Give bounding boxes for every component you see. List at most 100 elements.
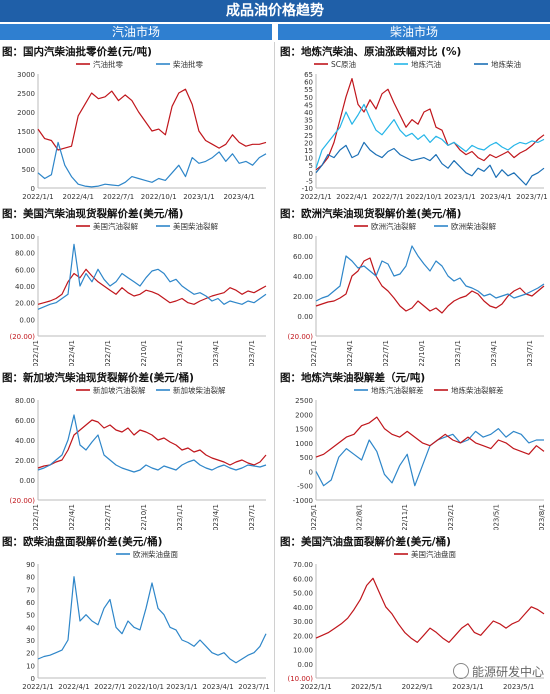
- chart-panel-2: 图：地炼汽柴油、原油涨跌幅对比 (%) -10 -5 0 5 10 15 20 25 30 35 4…: [278, 44, 550, 204]
- y-tick-label: 50: [26, 612, 35, 620]
- y-tick-label: -10: [302, 185, 313, 193]
- series-line: [37, 243, 267, 310]
- chart-title: 图：新加坡汽柴油现货裂解价差(美元/桶): [2, 372, 194, 384]
- y-tick-label: 40: [26, 624, 35, 632]
- y-tick-label: 1000: [17, 147, 35, 155]
- chart-europe-spot-crack: (20.00) 0.00 20.00 40.00 60.00 80.00 2022/1/1 2…: [287, 221, 545, 366]
- y-tick-label: 5: [309, 162, 313, 170]
- x-tick-label: 2023/7/1: [526, 340, 534, 366]
- chart-panel-3: 图：美国汽柴油现货裂解价差(美元/桶) (20.00) 0.00 20.00 40.0…: [0, 206, 272, 366]
- chart-singapore-spot-crack: (20.00) 0.00 20.00 40.00 60.00 80.00 2022/1/1 2…: [9, 385, 267, 530]
- y-tick-label: 1500: [17, 128, 35, 136]
- x-tick-label: 2022/5/1: [310, 504, 318, 530]
- y-tick-label: 2500: [17, 90, 35, 98]
- legend-label: 美国汽油裂解: [93, 221, 138, 231]
- chart-title: 图：美国汽油盘面裂解价差(美元/桶): [280, 536, 451, 548]
- x-tick-label: 2022/10/1: [141, 193, 177, 201]
- x-tick-label: 2023/8/1: [538, 504, 546, 530]
- y-tick-label: 30: [26, 637, 35, 645]
- legend-label: SC原油: [331, 59, 356, 69]
- chart-local-refinery-crack: -1000 -500 0 500 1000 1500 2000 2500 2022/5/1 202…: [293, 385, 546, 530]
- x-tick-label: 2022/7/1: [382, 340, 390, 366]
- x-tick-label: 2023/1/1: [183, 193, 214, 201]
- x-tick-label: 2022/9/1: [402, 683, 433, 691]
- y-tick-label: 80.00: [15, 250, 35, 258]
- x-tick-label: 2022/4/1: [346, 340, 354, 366]
- x-tick-label: 2023/1/1: [166, 683, 197, 691]
- y-tick-label: 2500: [295, 397, 313, 405]
- y-tick-label: 0: [31, 675, 35, 683]
- y-tick-label: 60.00: [293, 575, 313, 583]
- chart-title: 图：欧洲汽柴油现货裂解价差(美元/桶): [280, 208, 462, 220]
- x-tick-label: 2023/1/1: [444, 193, 475, 201]
- y-tick-label: 20.00: [293, 293, 313, 301]
- x-tick-label: 2023/7/1: [248, 504, 256, 530]
- y-tick-label: 0: [31, 185, 35, 193]
- y-tick-label: 25: [304, 132, 313, 140]
- x-tick-label: 2023/4/1: [223, 193, 254, 201]
- series-line: [315, 245, 545, 302]
- x-tick-label: 2023/4/1: [480, 193, 511, 201]
- y-tick-label: (20.00): [287, 333, 313, 341]
- series-line: [315, 78, 545, 171]
- series-line: [37, 141, 267, 188]
- y-tick-label: 40: [304, 109, 313, 117]
- chart-retail-wholesale-spread: 0 500 1000 1500 2000 2500 3000 2022/1/1 2022/4/1…: [17, 59, 267, 201]
- y-tick-label: 2000: [17, 109, 35, 117]
- y-tick-label: 10: [26, 662, 35, 670]
- legend-label: 柴油批零: [173, 59, 203, 69]
- y-tick-label: -5: [306, 177, 313, 185]
- x-tick-label: 2022/4/1: [68, 340, 76, 366]
- x-tick-label: 2023/7/1: [238, 683, 269, 691]
- x-tick-label: 2022/7/1: [103, 193, 134, 201]
- y-tick-label: 500: [22, 166, 35, 174]
- y-tick-label: (20.00): [9, 333, 35, 341]
- x-tick-label: 2023/5/1: [492, 504, 500, 530]
- chart-title: 图：地炼汽柴油裂解差（元/吨): [280, 372, 426, 384]
- series-line: [315, 141, 545, 186]
- x-tick-label: 2022/10/1: [418, 340, 426, 366]
- legend-label: 欧洲柴油裂解: [451, 221, 496, 231]
- y-tick-label: 0: [309, 468, 313, 476]
- y-tick-label: 0: [309, 170, 313, 178]
- y-tick-label: 50.00: [293, 590, 313, 598]
- legend-label: 地炼柴油: [491, 59, 521, 69]
- series-line: [315, 416, 545, 458]
- x-tick-label: 2022/1/1: [300, 683, 331, 691]
- y-tick-label: 20.00: [293, 632, 313, 640]
- x-tick-label: 2023/1/1: [176, 504, 184, 530]
- chart-panel-1: 图：国内汽柴油批零价差(元/吨) 0 500 1000 1500 2000 2500 300…: [0, 44, 272, 204]
- x-tick-label: 2023/1/1: [176, 340, 184, 366]
- y-tick-label: 10.00: [293, 647, 313, 655]
- y-tick-label: (10.00): [287, 675, 313, 683]
- legend-label: 新加坡汽油裂解: [93, 385, 146, 395]
- y-tick-label: 0.00: [19, 477, 35, 485]
- x-tick-label: 2022/1/1: [32, 504, 40, 530]
- x-tick-label: 2022/7/1: [94, 683, 125, 691]
- y-tick-label: 40.00: [293, 604, 313, 612]
- y-tick-label: 80.00: [15, 397, 35, 405]
- y-tick-label: 80: [26, 574, 35, 582]
- series-line: [315, 257, 545, 314]
- legend-label: 地炼汽油裂解差: [371, 385, 424, 395]
- y-tick-label: 15: [304, 147, 313, 155]
- wechat-icon: [452, 663, 469, 679]
- x-tick-label: 2022/1/1: [300, 193, 331, 201]
- y-tick-label: 60.00: [293, 253, 313, 261]
- x-tick-label: 2023/7/1: [248, 340, 256, 366]
- x-tick-label: 2022/1/1: [32, 340, 40, 366]
- x-tick-label: 2022/5/1: [351, 683, 382, 691]
- y-tick-label: 90: [26, 561, 35, 569]
- y-tick-label: 60: [304, 79, 313, 87]
- y-tick-label: 0.00: [297, 313, 313, 321]
- y-tick-label: 20.00: [15, 457, 35, 465]
- y-tick-label: (20.00): [9, 497, 35, 505]
- y-tick-label: 55: [304, 86, 313, 94]
- section-gasoline-market: 汽油市场: [0, 24, 272, 40]
- chart-panel-6: 图：地炼汽柴油裂解差（元/吨) -1000 -500 0 500 1000 1500 200…: [278, 370, 550, 530]
- x-tick-label: 2022/10/1: [128, 683, 164, 691]
- chart-europe-diesel-futures-crack: 0 10 20 30 40 50 60 70 80 90 2022/1/1 2022/4/1 2022/…: [22, 549, 269, 691]
- x-tick-label: 2022/7/1: [104, 340, 112, 366]
- x-tick-label: 2023/4/1: [202, 683, 233, 691]
